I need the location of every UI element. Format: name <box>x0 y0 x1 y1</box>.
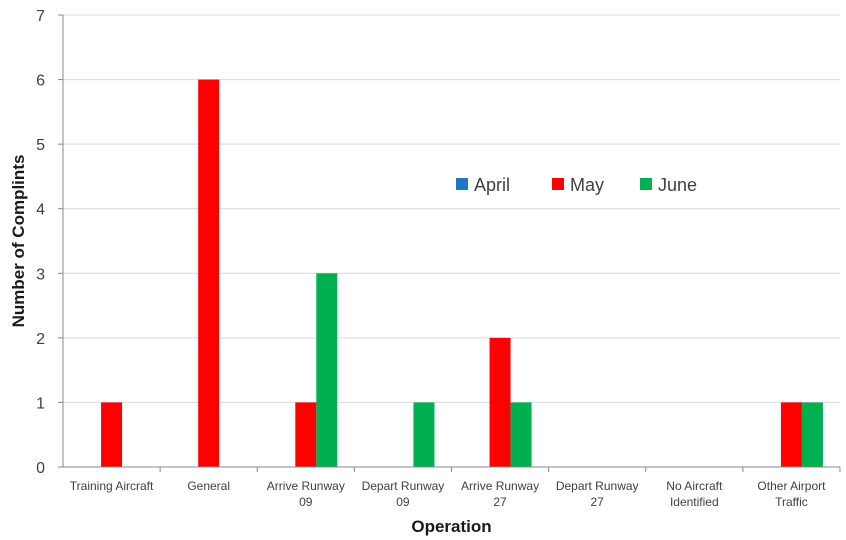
y-tick-label: 6 <box>36 73 45 90</box>
x-tick-label: Depart Runway 09 <box>362 479 445 509</box>
gridlines <box>63 14 840 403</box>
bar-june <box>316 273 338 467</box>
legend: April May June <box>456 175 697 195</box>
y-tick-label: 1 <box>36 395 45 412</box>
bar-may <box>101 402 123 467</box>
x-axis-title: Operation <box>411 517 491 536</box>
x-tick-label: General <box>187 479 230 493</box>
x-tick-label: Arrive Runway 09 <box>267 479 345 509</box>
bar-may <box>780 402 802 467</box>
y-tick-label: 0 <box>36 460 45 477</box>
y-axis-title: Number of Complints <box>9 155 28 328</box>
bar-may <box>295 402 317 467</box>
bar-may <box>198 79 220 468</box>
legend-swatch-may <box>552 178 564 190</box>
y-tick-label: 2 <box>36 331 45 348</box>
bar-june <box>413 402 435 467</box>
x-tick-label: No Aircraft Identified <box>666 479 723 509</box>
x-tick-label: Training Aircraft <box>70 479 154 493</box>
y-tick-label: 5 <box>36 137 45 154</box>
legend-swatch-april <box>456 178 468 190</box>
legend-swatch-june <box>640 178 652 190</box>
x-tick-label: Other Airport Traffic <box>757 479 826 509</box>
bar-june <box>801 402 823 467</box>
y-tick-label: 4 <box>36 202 45 219</box>
x-tick-label: Arrive Runway 27 <box>461 479 539 509</box>
x-tick-label: Depart Runway 27 <box>556 479 639 509</box>
legend-label-june: June <box>658 175 697 195</box>
x-category-labels: Training Aircraft General Arrive Runway 09 D… <box>70 467 841 509</box>
y-tick-labels: 0 1 2 3 4 5 6 7 <box>36 8 63 477</box>
bar-may <box>489 337 511 467</box>
y-tick-label: 7 <box>36 8 45 25</box>
legend-label-may: May <box>570 175 604 195</box>
bar-june <box>510 402 532 467</box>
legend-label-april: April <box>474 175 510 195</box>
y-tick-label: 3 <box>36 266 45 283</box>
bars <box>101 79 823 468</box>
